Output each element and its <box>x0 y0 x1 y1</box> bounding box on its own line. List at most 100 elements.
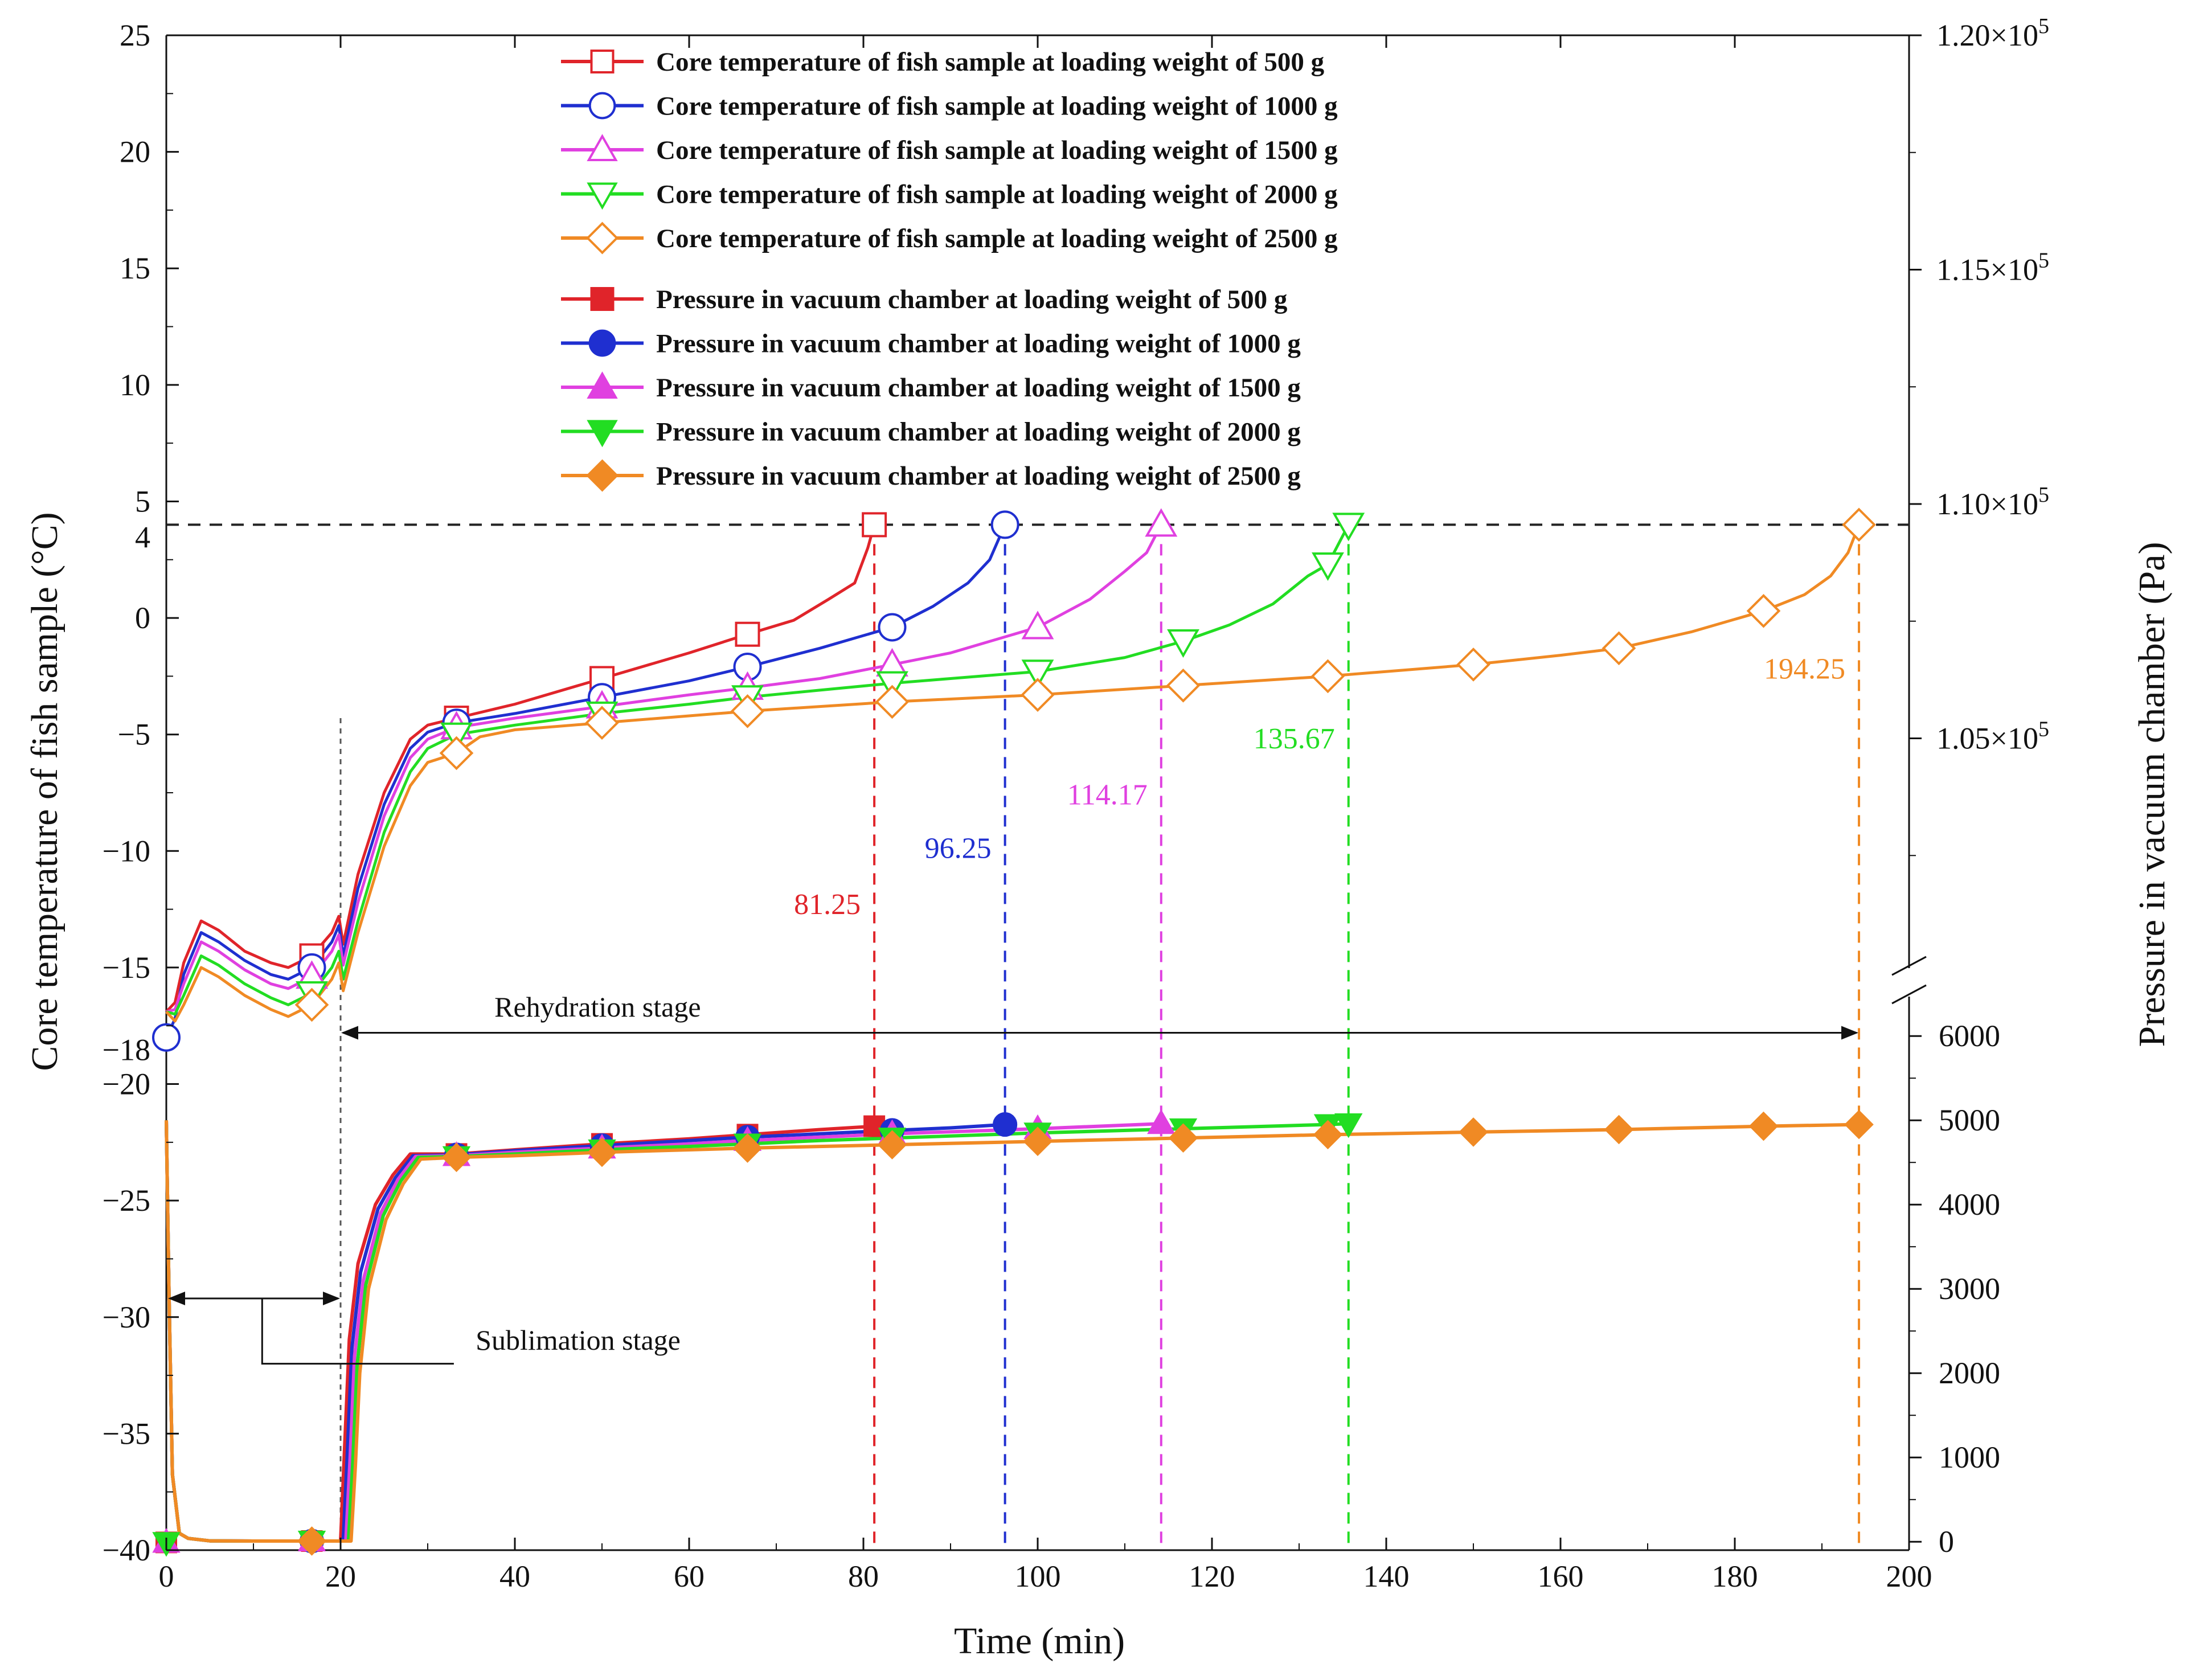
triangle-down-marker <box>1334 1113 1363 1138</box>
diamond-marker <box>1313 1120 1343 1150</box>
diamond-marker <box>439 736 474 771</box>
legend-entry: Core temperature of fish sample at loadi… <box>561 180 1338 210</box>
y-left-tick-label: −10 <box>103 834 150 868</box>
triangle-marker <box>1021 610 1054 640</box>
x-tick-label: 200 <box>1886 1559 1932 1593</box>
legend-entry: Core temperature of fish sample at loadi… <box>561 134 1338 165</box>
triangle-down-marker <box>1021 659 1054 689</box>
end-time-label: 114.17 <box>1067 778 1148 811</box>
temperature-series-line <box>166 524 1350 1016</box>
x-tick-label: 80 <box>848 1559 879 1593</box>
y-left-tick-label: 0 <box>135 601 150 635</box>
circle-marker <box>588 329 616 357</box>
x-tick-label: 60 <box>674 1559 705 1593</box>
y-left-tick-label: −5 <box>118 718 150 752</box>
y-right-tick-label: 1000 <box>1939 1440 2000 1474</box>
legend-entry: Pressure in vacuum chamber at loading we… <box>561 459 1301 492</box>
diamond-marker <box>587 1137 617 1167</box>
legend-entry: Core temperature of fish sample at loadi… <box>561 222 1338 255</box>
y-left-tick-label: −15 <box>103 950 150 985</box>
y-left-tick-label: −30 <box>103 1300 150 1334</box>
x-tick-label: 180 <box>1712 1559 1758 1593</box>
legend-entry: Pressure in vacuum chamber at loading we… <box>561 285 1288 314</box>
rehydration-stage-label: Rehydration stage <box>494 991 701 1023</box>
diamond-marker <box>1310 659 1345 694</box>
end-time-label: 96.25 <box>925 833 992 865</box>
end-time-label: 135.67 <box>1254 723 1335 755</box>
legend-entry: Core temperature of fish sample at loadi… <box>561 47 1325 77</box>
circle-marker <box>878 613 907 642</box>
legend-entry: Pressure in vacuum chamber at loading we… <box>561 417 1301 448</box>
circle-marker <box>993 1112 1018 1137</box>
y-left-highlight-label: 4 <box>135 520 150 554</box>
temperature-series-line <box>166 524 1163 1014</box>
diamond-marker <box>1168 1123 1198 1153</box>
triangle-marker <box>587 134 618 162</box>
temperature-series-line <box>165 524 876 1013</box>
diamond-marker <box>586 222 619 255</box>
x-tick-label: 40 <box>499 1559 530 1593</box>
y-left-axis-title: Core temperature of fish sample (°C) <box>24 512 65 1071</box>
triangle-marker <box>1147 1109 1176 1134</box>
circle-marker <box>588 92 616 120</box>
sublimation-leader-line <box>261 1298 454 1365</box>
triangle-down-marker <box>1167 629 1199 658</box>
diamond-marker <box>1602 631 1636 666</box>
y-right-upper-tick-label: 1.10×105 <box>1936 483 2049 521</box>
y-right-tick-label: 4000 <box>1939 1187 2000 1222</box>
circle-marker <box>990 510 1019 539</box>
diamond-marker <box>730 694 765 728</box>
y-left-tick-label: 10 <box>120 368 150 402</box>
circle-marker <box>152 1023 181 1052</box>
diamond-marker <box>875 685 910 719</box>
diamond-marker <box>1748 1111 1779 1141</box>
end-time-label: 194.25 <box>1764 653 1845 685</box>
legend-label: Core temperature of fish sample at loadi… <box>656 180 1338 210</box>
diamond-marker <box>585 706 619 740</box>
x-axis-title: Time (min) <box>954 1620 1125 1662</box>
x-tick-label: 20 <box>325 1559 356 1593</box>
legend: Core temperature of fish sample at loadi… <box>561 47 1338 492</box>
y-left-tick-label: 25 <box>120 18 150 52</box>
y-right-upper-tick-label: 1.15×105 <box>1936 249 2049 287</box>
triangle-down-marker <box>1332 513 1365 542</box>
axis-break-mark-upper <box>1891 956 1927 976</box>
triangle-down-marker <box>587 182 618 210</box>
y-left-tick-label: −40 <box>103 1533 150 1567</box>
diamond-marker <box>1604 1114 1634 1145</box>
x-tick-label: 120 <box>1189 1559 1235 1593</box>
diamond-marker <box>877 1130 907 1159</box>
y-right-tick-label: 6000 <box>1939 1019 2000 1053</box>
axis-break-mark-lower <box>1891 984 1927 1005</box>
legend-label: Pressure in vacuum chamber at loading we… <box>656 417 1301 447</box>
y-right-tick-label: 0 <box>1939 1525 1954 1559</box>
y-right-upper-tick-label: 1.20×105 <box>1936 14 2049 52</box>
y-left-tick-label: −20 <box>103 1067 150 1101</box>
square-marker <box>590 50 615 73</box>
sublimation-stage-label: Sublimation stage <box>476 1324 681 1356</box>
y-right-tick-label: 3000 <box>1939 1272 2000 1306</box>
annotations: 81.25 96.25 114.17 135.67 194.25 Sublimation … <box>168 653 1859 1365</box>
x-tick-label: 160 <box>1538 1559 1584 1593</box>
legend-entry: Core temperature of fish sample at loadi… <box>561 92 1338 121</box>
diamond-marker <box>1746 593 1781 628</box>
legend-label: Core temperature of fish sample at loadi… <box>656 224 1338 253</box>
diamond-marker <box>294 987 329 1022</box>
diamond-marker <box>297 1526 327 1556</box>
y-left-tick-label: −35 <box>103 1416 150 1450</box>
y-right-tick-label: 2000 <box>1939 1356 2000 1390</box>
diamond-marker <box>441 1142 472 1173</box>
triangle-down-marker <box>1312 552 1344 581</box>
plot-frame <box>165 34 1927 1551</box>
legend-label: Core temperature of fish sample at loadi… <box>656 136 1338 165</box>
diamond-marker <box>1459 1117 1488 1147</box>
pressure-series-line <box>165 1120 1860 1543</box>
temperature-series-line <box>165 524 1861 1023</box>
triangle-marker <box>1145 508 1178 537</box>
x-tick-label: 140 <box>1363 1559 1410 1593</box>
diamond-marker <box>732 1133 763 1163</box>
triangle-down-marker <box>587 420 618 448</box>
diamond-marker <box>1021 678 1055 712</box>
triangle-marker <box>587 371 618 399</box>
